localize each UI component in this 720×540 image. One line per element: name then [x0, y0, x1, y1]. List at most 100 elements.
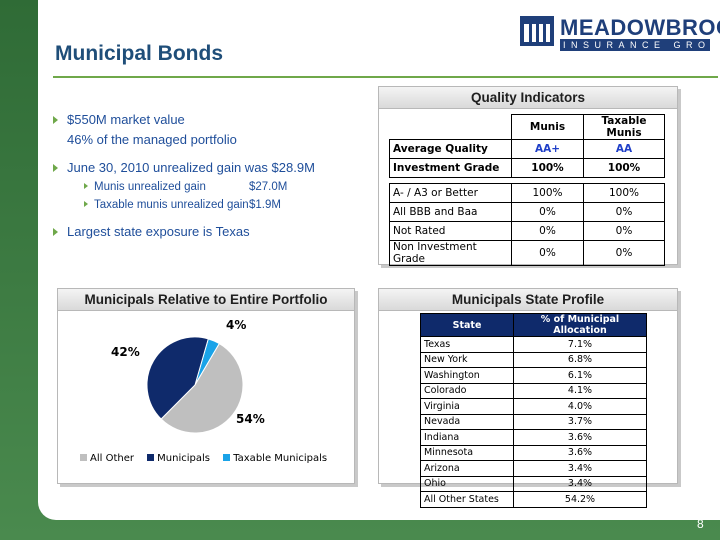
table-row: New York 6.8% [420, 351, 647, 368]
row-label: Not Rated [389, 221, 512, 241]
page-title: Municipal Bonds [55, 42, 223, 65]
legend-item: Taxable Municipals [223, 453, 327, 464]
cell-value: 0% [583, 240, 665, 266]
state-name: Washington [420, 367, 514, 384]
state-allocation: 3.6% [513, 444, 647, 461]
table-row: All Other States 54.2% [420, 491, 647, 508]
legend-swatch [223, 454, 231, 461]
bullet-item: June 30, 2010 unrealized gain was $28.9M [50, 158, 370, 178]
row-label: Average Quality [389, 139, 512, 159]
cell-value: 100% [511, 183, 584, 203]
state-profile-title: Municipals State Profile [379, 289, 677, 311]
state-name: Virginia [420, 398, 514, 415]
table-row: Nevada 3.7% [420, 413, 647, 430]
table-row: Not Rated 0% 0% [389, 221, 665, 241]
sub-bullet-label: Taxable munis unrealized gain [94, 199, 249, 211]
row-label: A- / A3 or Better [389, 183, 512, 203]
legend-label: Municipals [157, 453, 210, 464]
title-rule [53, 76, 718, 78]
state-allocation: 3.6% [513, 429, 647, 446]
state-allocation: 3.7% [513, 413, 647, 430]
logo-mark-icon [520, 16, 554, 46]
bullet-item: $550M market value [50, 110, 370, 130]
quality-table-top: Munis Taxable Munis Average Quality AA+ … [389, 114, 665, 178]
cell-value: 100% [583, 158, 665, 178]
company-logo: MEADOWBROOK INSURANCE GROUP [520, 15, 720, 51]
portfolio-pie-title: Municipals Relative to Entire Portfolio [58, 289, 354, 311]
quality-table-bottom: A- / A3 or Better 100% 100% All BBB and … [389, 183, 665, 266]
legend-label: All Other [90, 453, 134, 464]
cell-value: AA [583, 139, 665, 159]
column-header-taxable-munis: Taxable Munis [583, 114, 665, 140]
state-allocation: 3.4% [513, 475, 647, 492]
table-row: Virginia 4.0% [420, 398, 647, 415]
state-name: All Other States [420, 491, 514, 508]
bullet-item: 46% of the managed portfolio [67, 132, 237, 147]
legend-label: Taxable Municipals [233, 453, 328, 464]
state-name: Minnesota [420, 444, 514, 461]
cell-value: 0% [511, 202, 584, 222]
pie-slice-all-other [160, 342, 244, 434]
sub-bullet-item: Munis unrealized gain $27.0M [50, 178, 370, 196]
state-name: New York [420, 351, 514, 368]
bullet-list: $550M market value 46% of the managed po… [50, 110, 370, 242]
sub-bullet-value: $1.9M [249, 199, 281, 211]
sub-bullet-value: $27.0M [249, 181, 288, 193]
sub-bullet-label: Munis unrealized gain [94, 181, 206, 193]
row-label: Investment Grade [389, 158, 512, 178]
cell-value: 0% [511, 240, 584, 266]
state-allocation: 3.4% [513, 460, 647, 477]
sub-bullet-item: Taxable munis unrealized gain $1.9M [50, 196, 370, 214]
legend-item: All Other [80, 453, 134, 464]
state-allocation: 6.8% [513, 351, 647, 368]
pie-legend: All Other Municipals Taxable Municipals [80, 453, 337, 464]
state-name: Colorado [420, 382, 514, 399]
table-row: Arizona 3.4% [420, 460, 647, 477]
column-header-munis: Munis [511, 114, 584, 140]
state-allocation: 4.1% [513, 382, 647, 399]
legend-swatch [80, 454, 87, 461]
table-row: Minnesota 3.6% [420, 444, 647, 461]
legend-swatch [147, 454, 155, 461]
legend-item: Municipals [147, 453, 210, 464]
table-row: Investment Grade 100% 100% [389, 158, 665, 178]
table-row: Washington 6.1% [420, 367, 647, 384]
state-allocation: 54.2% [513, 491, 647, 508]
state-name: Nevada [420, 413, 514, 430]
column-header-state: State [420, 313, 514, 337]
cell-value: 100% [583, 183, 665, 203]
table-row: Texas 7.1% [420, 336, 647, 353]
quality-indicators-panel: Quality Indicators Munis Taxable Munis A… [378, 86, 678, 266]
state-allocation: 4.0% [513, 398, 647, 415]
table-row: Colorado 4.1% [420, 382, 647, 399]
pie-slice-municipals [146, 336, 209, 420]
pie-chart [146, 336, 244, 434]
pie-label-all-other: 54% [236, 412, 265, 426]
table-row: A- / A3 or Better 100% 100% [389, 183, 665, 203]
logo-name: MEADOWBROOK [560, 15, 720, 40]
table-row: Non Investment Grade 0% 0% [389, 240, 665, 266]
cell-value: 0% [583, 221, 665, 241]
logo-subtitle: INSURANCE GROUP [560, 39, 710, 51]
state-allocation: 7.1% [513, 336, 647, 353]
table-header-row: State % of Municipal Allocation [420, 313, 647, 337]
column-header-pct: % of Municipal Allocation [513, 313, 647, 337]
table-row: Ohio 3.4% [420, 475, 647, 492]
pie-label-municipals: 42% [111, 345, 140, 359]
cell-value: 0% [511, 221, 584, 241]
table-row: Munis Taxable Munis [389, 114, 665, 140]
row-label: All BBB and Baa [389, 202, 512, 222]
table-row: All BBB and Baa 0% 0% [389, 202, 665, 222]
cell-value: 0% [583, 202, 665, 222]
state-name: Indiana [420, 429, 514, 446]
state-name: Arizona [420, 460, 514, 477]
pie-label-taxable: 4% [226, 318, 247, 332]
state-profile-table: State % of Municipal Allocation Texas 7.1… [420, 313, 647, 508]
bullet-item: Largest state exposure is Texas [50, 222, 370, 242]
table-row: Average Quality AA+ AA [389, 139, 665, 159]
row-label: Non Investment Grade [389, 240, 512, 266]
cell-value: 100% [511, 158, 584, 178]
cell-value: AA+ [511, 139, 584, 159]
quality-indicators-title: Quality Indicators [379, 87, 677, 109]
